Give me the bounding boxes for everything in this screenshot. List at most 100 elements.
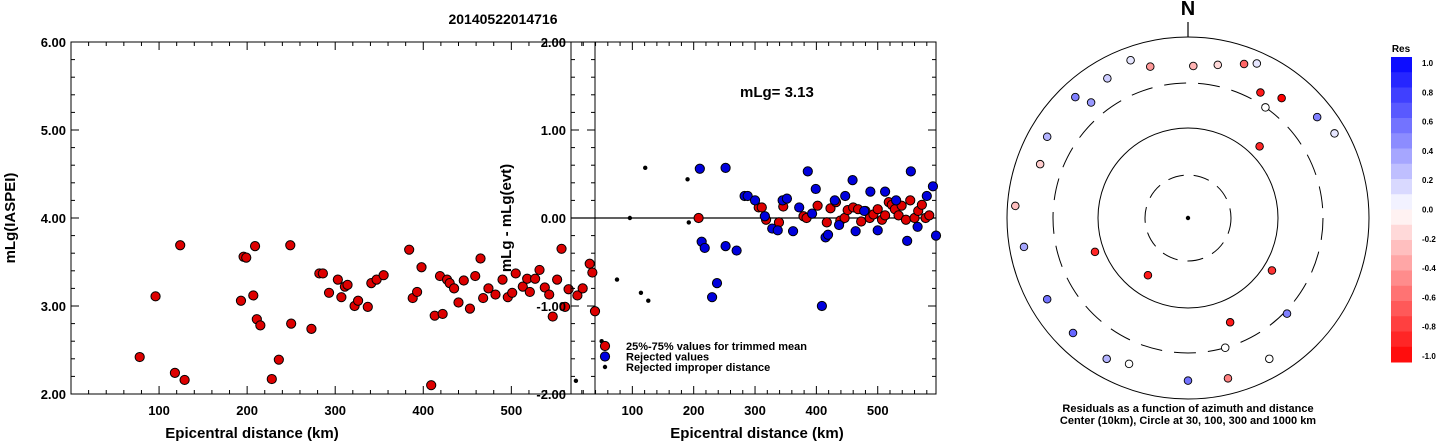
data-point xyxy=(905,195,916,206)
colorbar-label: 0.4 xyxy=(1422,147,1434,156)
station-point xyxy=(1124,359,1134,369)
data-point xyxy=(902,235,913,246)
legend-marker xyxy=(602,364,608,370)
data-point xyxy=(497,274,508,285)
data-point xyxy=(475,253,486,264)
data-point xyxy=(534,264,545,276)
y-tick-label: 2.00 xyxy=(41,387,66,402)
data-point xyxy=(810,183,821,195)
data-point xyxy=(559,301,571,312)
data-point xyxy=(893,210,904,221)
magnitude-vs-distance-chart: 2.00 3.00 4.00 5.00 6.00 100 200 300 400 500 mLg… xyxy=(2,35,601,441)
x-tick-label: 400 xyxy=(412,403,434,418)
y-tick-label: 4.00 xyxy=(41,211,66,226)
data-point xyxy=(266,373,277,385)
circle-100km xyxy=(1097,127,1279,309)
x-axis-label: Epicentral distance (km) xyxy=(165,425,338,441)
station-point xyxy=(1035,159,1045,169)
residual-vs-distance-chart: -2.00 -1.00 0.00 1.00 2.00 100 200 300 400 500 m… xyxy=(498,35,942,441)
x-tick-label: 200 xyxy=(683,403,705,418)
legend-label: 25%-75% values for trimmed mean xyxy=(626,341,807,353)
data-point xyxy=(517,281,528,292)
data-point xyxy=(872,225,883,236)
data-point xyxy=(507,287,518,298)
data-point xyxy=(448,283,460,294)
data-point xyxy=(706,292,718,303)
data-point xyxy=(577,283,588,294)
station-point xyxy=(1071,92,1080,102)
plot-frame xyxy=(70,41,596,395)
data-point xyxy=(323,287,335,298)
data-point xyxy=(646,298,651,303)
data-point xyxy=(464,303,476,314)
colorbar-label: -0.4 xyxy=(1422,264,1436,273)
data-point xyxy=(694,163,705,174)
station-point xyxy=(1261,103,1270,112)
station-point xyxy=(1143,270,1153,280)
data-point xyxy=(850,226,861,237)
station-point xyxy=(1090,247,1100,257)
station-point xyxy=(1265,354,1274,364)
data-point xyxy=(426,380,437,391)
data-point xyxy=(872,204,883,215)
colorbar-cell xyxy=(1391,87,1412,104)
station-point xyxy=(1223,374,1233,383)
data-point xyxy=(416,262,427,273)
colorbar-cell xyxy=(1391,346,1412,363)
data-point xyxy=(547,311,558,322)
data-point xyxy=(833,219,845,231)
data-point xyxy=(587,267,598,278)
data-point xyxy=(822,229,834,240)
data-point xyxy=(336,292,347,303)
data-point xyxy=(589,306,601,317)
x-tick-label: 500 xyxy=(867,403,889,418)
station-point xyxy=(1225,318,1235,327)
data-point xyxy=(285,240,296,251)
data-point xyxy=(470,270,481,282)
data-point xyxy=(693,212,704,224)
data-point xyxy=(772,225,783,236)
station-point xyxy=(1220,343,1230,353)
data-point xyxy=(930,230,942,241)
colorbar-label: -0.2 xyxy=(1422,235,1436,244)
data-point xyxy=(169,367,181,378)
axis-ticks xyxy=(571,41,936,395)
data-point xyxy=(905,166,916,177)
data-point xyxy=(699,242,710,254)
data-point xyxy=(552,274,563,285)
station-point xyxy=(1255,142,1264,151)
data-points xyxy=(573,162,942,383)
data-point xyxy=(756,202,767,213)
data-point xyxy=(879,210,891,221)
data-point xyxy=(544,289,555,300)
data-point xyxy=(286,318,297,329)
axis-ticks xyxy=(71,41,595,395)
data-point xyxy=(802,166,813,177)
station-point xyxy=(1102,354,1111,364)
circle-30km xyxy=(1144,174,1232,262)
data-point xyxy=(458,275,469,286)
y-tick-label: 2.00 xyxy=(541,35,566,50)
data-point xyxy=(352,295,364,306)
y-tick-label: 6.00 xyxy=(41,35,66,50)
figure-title: 20140522014716 xyxy=(448,11,557,27)
data-point xyxy=(249,241,261,252)
x-tick-label: 300 xyxy=(744,403,766,418)
colorbar-cell xyxy=(1391,224,1412,241)
data-point xyxy=(686,220,691,225)
x-tick-label: 400 xyxy=(806,403,828,418)
data-points xyxy=(134,240,601,391)
data-point xyxy=(306,323,317,334)
data-point xyxy=(749,195,761,206)
colorbar-label: -1.0 xyxy=(1422,352,1436,361)
y-tick-label: 3.00 xyxy=(41,299,66,314)
station-point xyxy=(1252,59,1262,68)
data-point xyxy=(584,258,595,269)
data-point xyxy=(317,268,328,279)
north-label: N xyxy=(1181,0,1195,20)
data-point xyxy=(404,244,415,255)
y-axis-label: mLg(IASPEI) xyxy=(2,173,19,264)
x-tick-label: 500 xyxy=(500,403,522,418)
y-axis-label: mLg - mLg(evt) xyxy=(498,164,515,272)
